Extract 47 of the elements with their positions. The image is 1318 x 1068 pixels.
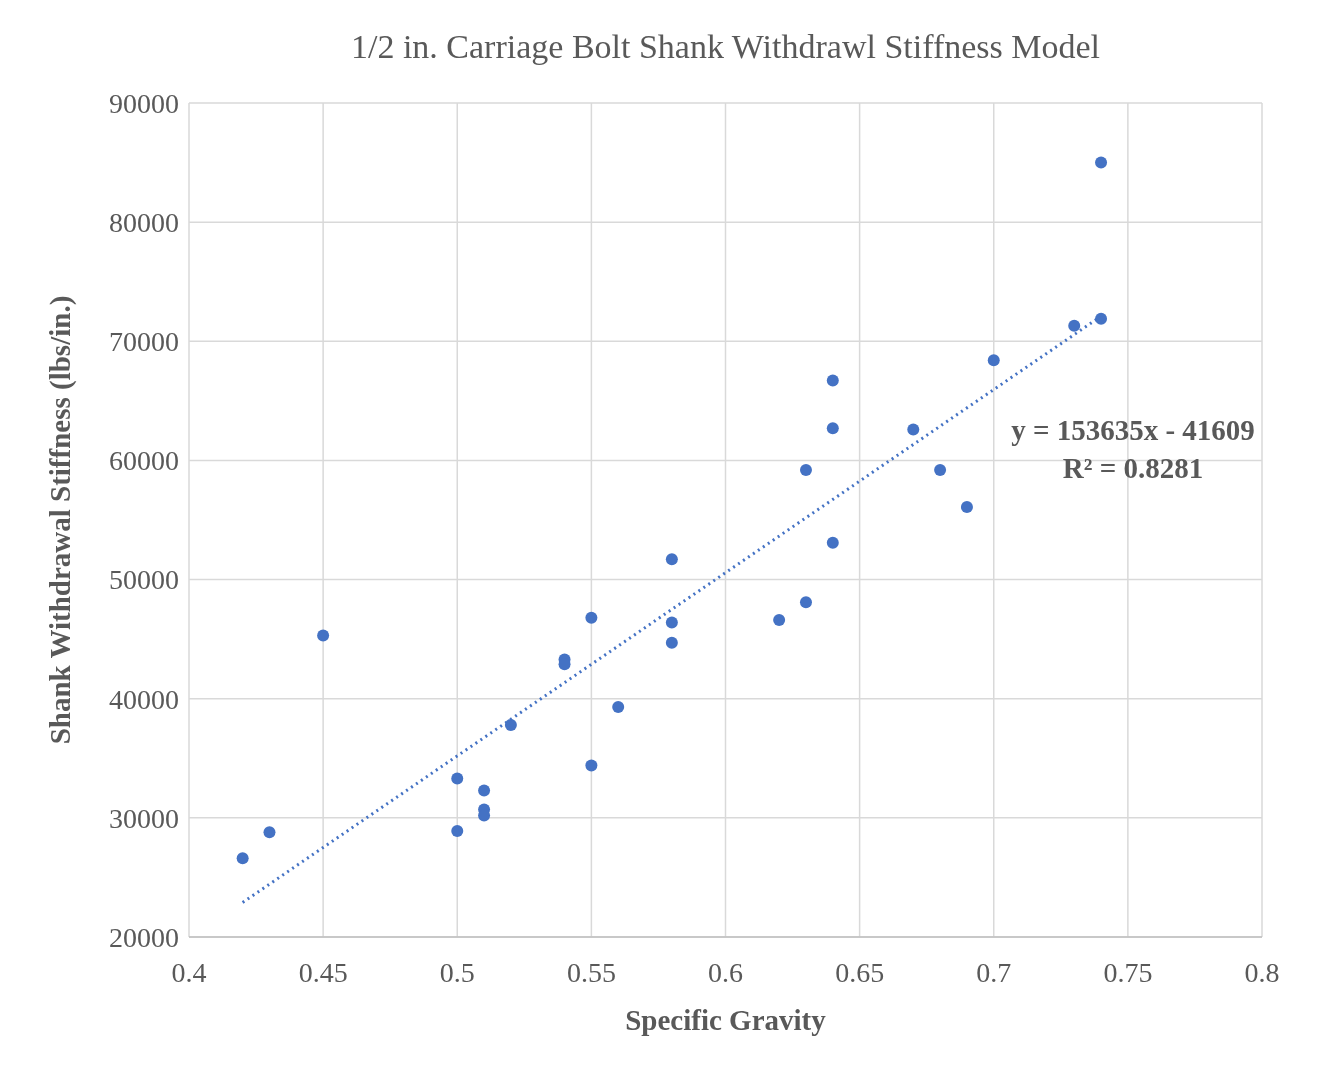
point bbox=[826, 374, 839, 387]
y-tick-label: 60000 bbox=[109, 445, 179, 477]
point bbox=[585, 759, 598, 772]
point bbox=[826, 536, 839, 549]
annotation: y = 153635x - 41609 bbox=[1011, 414, 1255, 446]
x-tick-label: 0.8 bbox=[1244, 957, 1280, 988]
y-tick-label: 70000 bbox=[109, 326, 179, 358]
x-tick-label: 0.6 bbox=[708, 957, 743, 988]
point bbox=[773, 614, 786, 627]
point bbox=[236, 852, 249, 865]
point bbox=[907, 423, 920, 436]
point bbox=[478, 784, 491, 797]
x-tick-label: 0.55 bbox=[566, 957, 616, 988]
point bbox=[1095, 156, 1108, 169]
x-tick-label: 0.75 bbox=[1103, 957, 1153, 988]
chart-title: 1/2 in. Carriage Bolt Shank Withdrawl Stiffness Model bbox=[350, 28, 1101, 65]
y-tick-label: 80000 bbox=[109, 206, 179, 238]
point bbox=[1068, 319, 1081, 332]
point bbox=[799, 596, 812, 609]
point bbox=[451, 824, 464, 837]
x-tick-label: 0.4 bbox=[171, 957, 207, 988]
y-axis-title: Shank Withdrawal Stiffness (lbs/in.) bbox=[44, 295, 77, 745]
point bbox=[960, 500, 973, 513]
y-tick-label: 90000 bbox=[109, 87, 179, 119]
point bbox=[317, 629, 330, 642]
point bbox=[451, 772, 464, 785]
x-tick-label: 0.65 bbox=[835, 957, 885, 988]
point bbox=[665, 636, 678, 649]
point bbox=[934, 463, 947, 476]
point bbox=[799, 463, 812, 476]
point bbox=[665, 616, 678, 629]
y-tick-label: 30000 bbox=[109, 802, 179, 834]
x-tick-label: 0.45 bbox=[298, 957, 348, 988]
x-tick-label: 0.7 bbox=[976, 957, 1012, 988]
annotation: R² = 0.8281 bbox=[1062, 452, 1204, 484]
point bbox=[504, 718, 517, 731]
point bbox=[263, 826, 276, 839]
point bbox=[612, 701, 625, 714]
point bbox=[585, 611, 598, 624]
y-tick-label: 40000 bbox=[109, 683, 179, 715]
y-tick-label: 20000 bbox=[109, 921, 179, 953]
point bbox=[665, 553, 678, 566]
point bbox=[987, 354, 1000, 367]
x-tick-label: 0.5 bbox=[439, 957, 475, 988]
point bbox=[826, 422, 839, 435]
y-tick-label: 50000 bbox=[109, 564, 179, 596]
x-axis-title: Specific Gravity bbox=[625, 1004, 827, 1036]
